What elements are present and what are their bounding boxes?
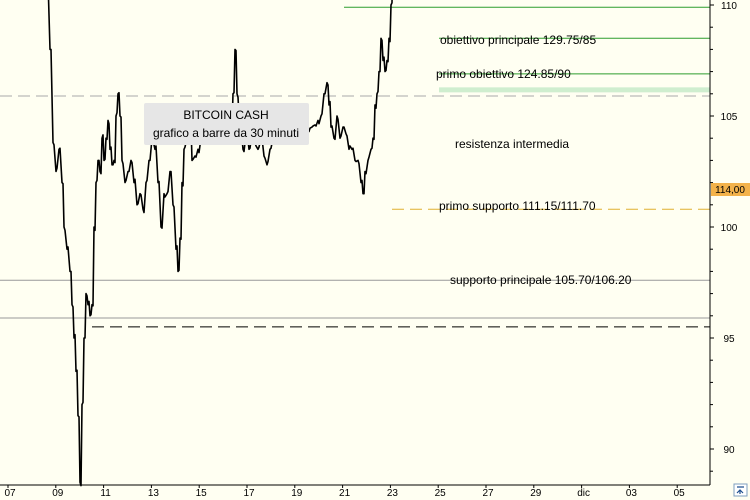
chart-subtitle: grafico a barre da 30 minuti	[153, 126, 299, 140]
last-price-marker: 114,00	[711, 183, 750, 196]
x-tick-label: 05	[674, 488, 686, 499]
annotation-label: obiettivo principale 129.75/85	[440, 33, 596, 47]
x-tick-label: 07	[4, 488, 16, 499]
x-tick-label: 17	[243, 488, 255, 499]
annotation-label: resistenza intermedia	[455, 137, 569, 151]
y-tick-label: 90	[723, 445, 735, 456]
x-tick-label: 15	[196, 488, 208, 499]
title-box-background	[144, 103, 309, 145]
last-price-label: 114,00	[715, 185, 745, 196]
x-tick-label: 29	[530, 488, 542, 499]
y-tick-label: 110	[721, 1, 737, 12]
x-tick-label: 25	[435, 488, 447, 499]
title-box: BITCOIN CASH grafico a barre da 30 minut…	[144, 103, 309, 145]
x-tick-label: 09	[52, 488, 64, 499]
x-tick-label: 23	[387, 488, 399, 499]
y-axis: 9095100105110115120125130135	[709, 0, 738, 485]
x-tick-label: 13	[148, 488, 160, 499]
x-tick-label: 11	[100, 488, 111, 499]
y-tick-labels: 9095100105110115120125130135	[710, 1, 738, 472]
x-tick-label: dic	[577, 488, 590, 499]
annotations: obiettivo principale 129.75/85 primo obie…	[436, 33, 632, 287]
plot-area	[0, 0, 710, 485]
annotation-label: primo obiettivo 124.85/90	[436, 67, 571, 81]
y-tick-label: 100	[721, 223, 738, 234]
annotation-label: supporto principale 105.70/106.20	[450, 273, 632, 287]
scale-toggle-icon[interactable]	[733, 483, 748, 497]
x-tick-label: 27	[482, 488, 494, 499]
y-tick-label: 105	[721, 112, 738, 123]
x-tick-label: 21	[339, 488, 351, 499]
x-axis: 07 09 11 13 15 17 19 21 23 25 27 29 dic 03 05	[0, 484, 710, 499]
x-tick-label: 03	[626, 488, 638, 499]
last-price-badge	[711, 183, 750, 196]
support-band	[439, 87, 710, 93]
chart-title: BITCOIN CASH	[183, 108, 268, 122]
annotation-label: primo supporto 111.15/111.70	[439, 199, 596, 213]
x-tick-labels: 07 09 11 13 15 17 19 21 23 25 27 29 dic 03 05	[4, 485, 685, 499]
y-tick-label: 95	[723, 334, 735, 345]
scale-toggle-arrow	[736, 486, 744, 494]
x-tick-label: 19	[291, 488, 303, 499]
